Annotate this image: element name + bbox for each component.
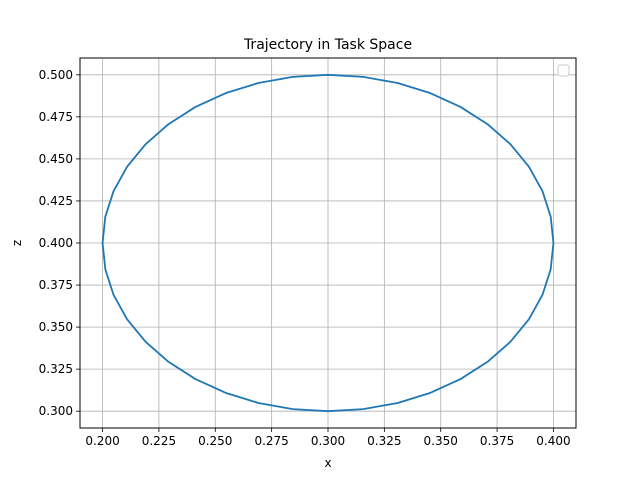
- y-tick-label: 0.425: [39, 194, 73, 208]
- y-tick-label: 0.325: [39, 362, 73, 376]
- x-tick-label: 0.200: [85, 434, 119, 448]
- x-tick-label: 0.400: [536, 434, 570, 448]
- x-axis-label: x: [324, 456, 331, 470]
- legend: [557, 64, 570, 77]
- x-tick-label: 0.250: [198, 434, 232, 448]
- x-tick-label: 0.275: [254, 434, 288, 448]
- x-tick-label: 0.375: [480, 434, 514, 448]
- x-tick-label: 0.325: [367, 434, 401, 448]
- y-tick-label: 0.475: [39, 110, 73, 124]
- x-axis-ticks: 0.200 0.225 0.250 0.275 0.300 0.325 0.350 0.375…: [85, 428, 571, 448]
- y-tick-label: 0.500: [39, 68, 73, 82]
- y-tick-label: 0.300: [39, 404, 73, 418]
- x-tick-label: 0.300: [311, 434, 345, 448]
- y-axis-label: z: [10, 240, 24, 246]
- x-tick-label: 0.350: [424, 434, 458, 448]
- y-axis-ticks: 0.300 0.325 0.350 0.375 0.400 0.425 0.450 0.475…: [39, 68, 80, 418]
- y-tick-label: 0.375: [39, 278, 73, 292]
- trajectory-line: [101, 73, 555, 413]
- chart-title: Trajectory in Task Space: [243, 37, 412, 53]
- x-tick-label: 0.225: [142, 434, 176, 448]
- series-layer: [101, 73, 555, 413]
- y-tick-label: 0.350: [39, 320, 73, 334]
- y-tick-label: 0.450: [39, 152, 73, 166]
- y-tick-label: 0.400: [39, 236, 73, 250]
- legend-box: [557, 64, 570, 77]
